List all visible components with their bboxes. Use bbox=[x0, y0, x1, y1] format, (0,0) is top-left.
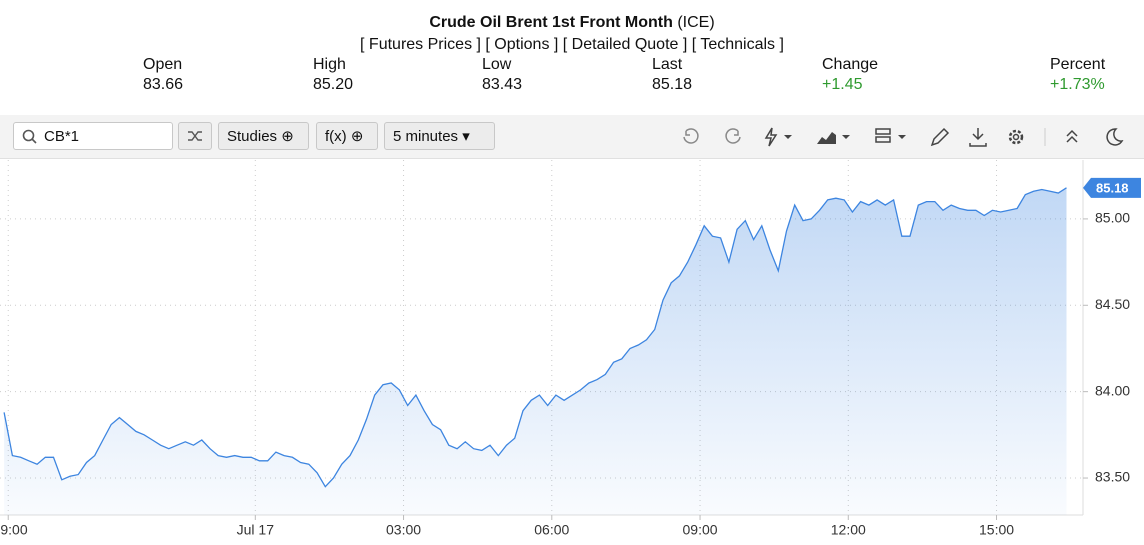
compare-button[interactable] bbox=[178, 122, 212, 150]
links: [ Futures Prices ] [ Options ] [ Detaile… bbox=[0, 36, 1144, 54]
quote-label: Percent bbox=[1050, 56, 1106, 73]
link[interactable]: [ Technicals ] bbox=[691, 36, 784, 53]
x-tick-label: 15:00 bbox=[979, 522, 1014, 538]
x-tick-label: 9:00 bbox=[0, 522, 27, 538]
button-label: Studies bbox=[227, 128, 278, 145]
x-tick-label: 03:00 bbox=[386, 522, 421, 538]
quote-change: Change +1.45 bbox=[822, 55, 878, 95]
button-label: 5 minutes bbox=[393, 128, 459, 145]
exchange: (ICE) bbox=[677, 14, 715, 31]
last-price-badge bbox=[1083, 177, 1141, 198]
quote-label: High bbox=[313, 56, 346, 73]
link[interactable]: [ Options ] bbox=[485, 36, 559, 53]
symbol: CB*1 bbox=[44, 128, 80, 145]
quote-value: 85.20 bbox=[313, 76, 354, 93]
instrument-name: Crude Oil Brent 1st Front Month bbox=[429, 14, 673, 31]
studies-button[interactable]: Studies ⊕ bbox=[218, 122, 309, 150]
quote-value: +1.45 bbox=[822, 76, 863, 93]
quote-label: Low bbox=[482, 56, 512, 73]
quote-value: 83.66 bbox=[143, 76, 184, 93]
y-tick-label: 84.00 bbox=[1095, 382, 1130, 398]
last-price-label: 85.18 bbox=[1096, 180, 1129, 195]
link[interactable]: [ Futures Prices ] bbox=[360, 36, 481, 53]
interval-select[interactable]: 5 minutes ▾ bbox=[384, 122, 495, 150]
y-tick-label: 85.00 bbox=[1095, 210, 1130, 226]
quote-open: Open 83.66 bbox=[143, 55, 183, 95]
link[interactable]: [ Detailed Quote ] bbox=[562, 36, 688, 53]
quote-high: High 85.20 bbox=[313, 55, 353, 95]
quote-last: Last 85.18 bbox=[652, 55, 692, 95]
x-tick-label: 06:00 bbox=[534, 522, 569, 538]
quote-low: Low 83.43 bbox=[482, 55, 522, 95]
x-tick-label: 12:00 bbox=[831, 522, 866, 538]
y-tick-label: 83.50 bbox=[1095, 469, 1130, 485]
fx-button[interactable]: f(x) ⊕ bbox=[316, 122, 378, 150]
toolbar-icons bbox=[683, 127, 1124, 147]
x-tick-label: Jul 17 bbox=[237, 522, 275, 538]
quote-value: 83.43 bbox=[482, 76, 523, 93]
title: Crude Oil Brent 1st Front Month (ICE) bbox=[0, 14, 1144, 32]
quote-label: Change bbox=[822, 56, 879, 73]
button-label: f(x) bbox=[325, 128, 347, 145]
y-tick-label: 84.50 bbox=[1095, 296, 1130, 312]
price-line bbox=[3, 187, 1067, 488]
symbol-input[interactable]: CB*1 bbox=[13, 122, 173, 150]
shuffle-icon bbox=[188, 131, 202, 141]
search-icon bbox=[22, 129, 37, 144]
quote-value: 85.18 bbox=[652, 76, 693, 93]
quote-label: Last bbox=[652, 56, 683, 73]
area-fill bbox=[4, 187, 1067, 516]
quote-percent: Percent +1.73% bbox=[1050, 55, 1105, 95]
toolbar: CB*1 Studies ⊕ f(x) ⊕ 5 minutes ▾ bbox=[0, 115, 1144, 159]
quote-label: Open bbox=[143, 56, 183, 73]
quote-value: +1.73% bbox=[1050, 76, 1105, 93]
x-tick-label: 09:00 bbox=[683, 522, 718, 538]
